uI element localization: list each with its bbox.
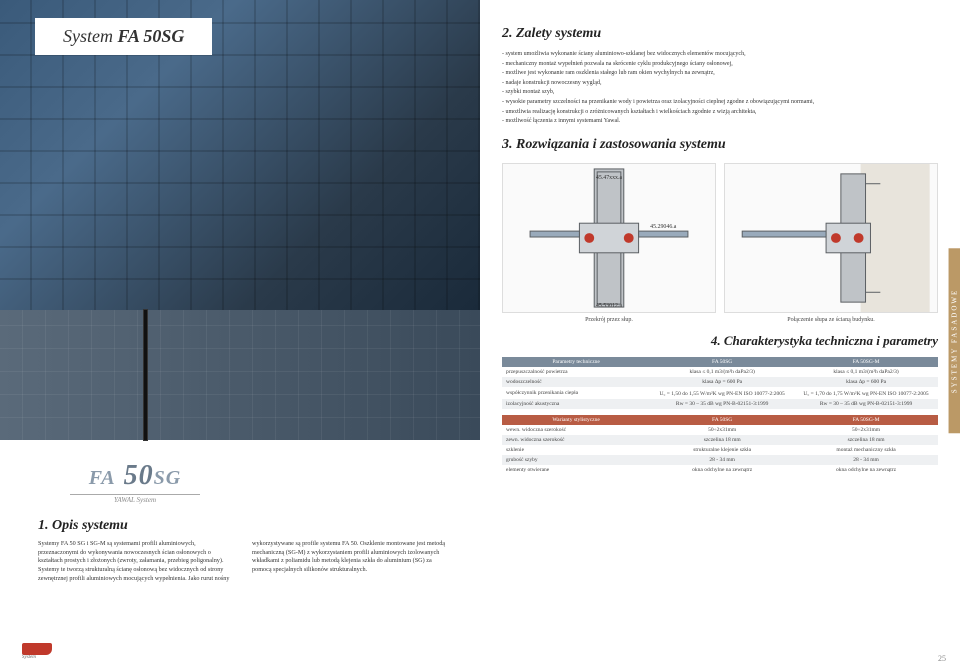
table-cell: okna odchylne na zewnątrz bbox=[650, 465, 794, 475]
yawal-logo: System bbox=[22, 643, 58, 661]
table-row: izolacyjność akustycznaRw = 30 – 35 dB w… bbox=[502, 399, 938, 409]
sec2-bullets: - system umożliwia wykonanie ściany alum… bbox=[502, 50, 910, 127]
table-header: Warianty stylistyczne bbox=[502, 415, 650, 425]
params-table-2: Warianty stylistyczneFA 50SGFA 50SG-M we… bbox=[502, 415, 938, 475]
table-cell: izolacyjność akustyczna bbox=[502, 399, 650, 409]
hero-photo: System FA 50SG bbox=[0, 0, 480, 310]
bullet-item: - system umożliwia wykonanie ściany alum… bbox=[502, 50, 910, 60]
table-row: szkleniestrukturalne klejenie szkłamonta… bbox=[502, 445, 938, 455]
table-cell: klasa ≤ 0,1 m3/(m²h daPa2/3) bbox=[794, 367, 938, 377]
table-cell: wodoszczelność bbox=[502, 377, 650, 387]
bullet-item: - umożliwia realizację konstrukcji o zró… bbox=[502, 108, 910, 118]
bullet-item: - wysokie parametry szczelności na przen… bbox=[502, 98, 910, 108]
table-cell: szklenie bbox=[502, 445, 650, 455]
system-logo: FA 50SG YAWAL System bbox=[70, 460, 200, 504]
table-cell: 50÷2x31mm bbox=[650, 425, 794, 435]
table-cell: wewn. widoczna szerokość bbox=[502, 425, 650, 435]
sec1-col1: Systemy FA 50 SG i SG-M są systemami pro… bbox=[38, 540, 234, 583]
table-cell: montaż mechaniczny szkła bbox=[794, 445, 938, 455]
logo-suffix: SG bbox=[154, 467, 182, 489]
logo-main: FA bbox=[89, 467, 116, 489]
table-row: przepuszczalność powietrzaklasa ≤ 0,1 m3… bbox=[502, 367, 938, 377]
table-row: wewn. widoczna szerokość50÷2x31mm50÷2x31… bbox=[502, 425, 938, 435]
table-cell: klasa ≤ 0,1 m3/(m²h daPa2/3) bbox=[650, 367, 794, 377]
table-cell: 28 - 34 mm bbox=[650, 455, 794, 465]
page-number: 25 bbox=[938, 654, 946, 663]
table-cell: okna odchylne na zewnątrz bbox=[794, 465, 938, 475]
bullet-item: - nadaje konstrukcji nowoczesny wygląd, bbox=[502, 79, 910, 89]
bullet-item: - szybki montaż szyb, bbox=[502, 88, 910, 98]
table-header: FA 50SG-M bbox=[794, 415, 938, 425]
table-cell: strukturalne klejenie szkła bbox=[650, 445, 794, 455]
mid-photo-strip bbox=[0, 310, 480, 440]
sec1-col2: wykorzystywane są profile systemu FA 50.… bbox=[252, 540, 448, 583]
table-cell: szczelina 18 mm bbox=[650, 435, 794, 445]
bullet-item: - mechaniczny montaż wypełnień pozwala n… bbox=[502, 60, 910, 70]
table-header: Parametry techniczne bbox=[502, 357, 650, 367]
section-1: 1. Opis systemu Systemy FA 50 SG i SG-M … bbox=[38, 518, 448, 583]
section-4: 4. Charakterystyka techniczna i parametr… bbox=[502, 333, 938, 475]
table-cell: Rw = 30 – 35 dB wg PN-B-02151-3:1999 bbox=[650, 399, 794, 409]
right-page: 2. Zalety systemu - system umożliwia wyk… bbox=[480, 0, 960, 669]
bullet-item: - możliwe jest wykonanie ram oszklenia s… bbox=[502, 69, 910, 79]
svg-text:45.53012.a: 45.53012.a bbox=[596, 303, 623, 309]
spine-label: SYSTEMY FASADOWE bbox=[949, 248, 960, 433]
diagram-2 bbox=[724, 163, 938, 313]
dia-cap-1: Przekrój przez słup. bbox=[502, 317, 716, 323]
left-page: System FA 50SG FA 50SG YAWAL System 1. O… bbox=[0, 0, 480, 669]
dia1-label-top: 45.47xxx.a bbox=[596, 175, 623, 181]
table-cell: zewn. widoczna szerokość bbox=[502, 435, 650, 445]
table-cell: klasa Δp = 600 Pa bbox=[794, 377, 938, 387]
table-row: elementy otwieraneokna odchylne na zewną… bbox=[502, 465, 938, 475]
table-row: grubość szyby28 - 34 mm28 - 34 mm bbox=[502, 455, 938, 465]
logo-sub: YAWAL System bbox=[70, 494, 200, 504]
bullet-item: - możliwość łączenia z innymi systemami … bbox=[502, 117, 910, 127]
logo-caption: System bbox=[22, 655, 58, 660]
table-row: zewn. widoczna szerokośćszczelina 18 mms… bbox=[502, 435, 938, 445]
title-prefix: System bbox=[63, 26, 117, 46]
svg-text:45.29046.a: 45.29046.a bbox=[650, 224, 677, 230]
sec3-heading: 3. Rozwiązania i zastosowania systemu bbox=[502, 137, 910, 153]
sec1-heading: 1. Opis systemu bbox=[38, 518, 448, 534]
table-cell: klasa Δp = 600 Pa bbox=[650, 377, 794, 387]
table-cell: U꜀ = 1,70 do 1,75 W/m²K wg PN-EN ISO 100… bbox=[794, 387, 938, 399]
table-cell: elementy otwierane bbox=[502, 465, 650, 475]
table-cell: grubość szyby bbox=[502, 455, 650, 465]
table-header: FA 50SG bbox=[650, 415, 794, 425]
table-row: wodoszczelnośćklasa Δp = 600 Paklasa Δp … bbox=[502, 377, 938, 387]
sec4-heading: 4. Charakterystyka techniczna i parametr… bbox=[502, 333, 938, 349]
table-cell: U꜀ = 1,50 do 1,55 W/m²K wg PN-EN ISO 100… bbox=[650, 387, 794, 399]
table-cell: współczynnik przenikania ciepła bbox=[502, 387, 650, 399]
diagram-1: 45.47xxx.a 45.29046.a 45.53012.a bbox=[502, 163, 716, 313]
table-cell: Rw = 30 – 35 dB wg PN-B-02151-3:1999 bbox=[794, 399, 938, 409]
diagrams-row: 45.47xxx.a 45.29046.a 45.53012.a bbox=[502, 163, 938, 313]
diagram-captions: Przekrój przez słup. Połączenie słupa ze… bbox=[502, 313, 938, 323]
table-cell: szczelina 18 mm bbox=[794, 435, 938, 445]
params-table-1: Parametry techniczneFA 50SGFA 50SG-M prz… bbox=[502, 357, 938, 409]
dia-cap-2: Połączenie słupa ze ścianą budynku. bbox=[724, 317, 938, 323]
table-cell: 28 - 34 mm bbox=[794, 455, 938, 465]
table-cell: przepuszczalność powietrza bbox=[502, 367, 650, 377]
page-title: System FA 50SG bbox=[35, 18, 212, 55]
sec2-heading: 2. Zalety systemu bbox=[502, 26, 910, 42]
table-header: FA 50SG-M bbox=[794, 357, 938, 367]
right-top: 2. Zalety systemu - system umożliwia wyk… bbox=[480, 0, 960, 153]
table-cell: 50÷2x31mm bbox=[794, 425, 938, 435]
title-bold: FA 50SG bbox=[117, 26, 184, 46]
logo-shape bbox=[22, 643, 52, 655]
table-row: współczynnik przenikania ciepłaU꜀ = 1,50… bbox=[502, 387, 938, 399]
table-header: FA 50SG bbox=[650, 357, 794, 367]
